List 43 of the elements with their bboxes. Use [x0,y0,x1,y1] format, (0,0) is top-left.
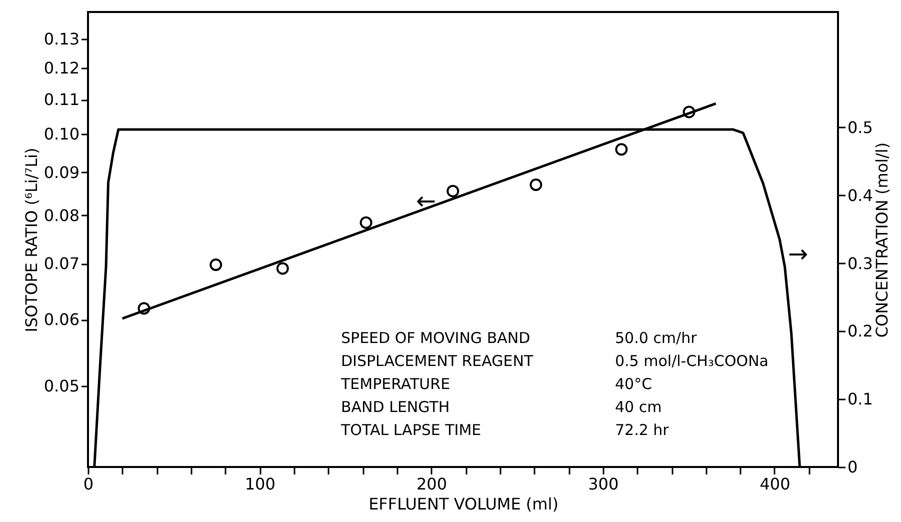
x-tick-label: 200 [416,474,448,494]
y-tick-label: 0.13 [44,29,80,48]
annotation: 72.2 hr [615,421,670,439]
annotation: 50.0 cm/hr [615,329,698,347]
y-tick-label: 0.12 [44,58,80,78]
annotation: 40 cm [615,398,662,416]
point [138,302,150,315]
annotation: DISPLACEMENT REAGENT [341,352,534,370]
annotation: 40°C [615,375,652,393]
x-axis-title: EFFLUENT VOLUME (ml) [368,494,558,514]
annotation: 0.5 mol/l-CH₃COONa [615,352,768,370]
y-tick-label: 0.08 [44,206,80,225]
y2-axis-title: CONCENTRATION (mol/l) [872,142,892,338]
y2-tick-label: 0.1 [848,390,873,409]
y2-tick-label: 0.3 [848,254,873,273]
annotation: TOTAL LAPSE TIME [340,421,482,439]
point [276,262,289,275]
annotation: → [788,240,808,268]
y-tick-label: 0.05 [44,376,80,396]
y-tick-label: 0.10 [44,124,80,144]
y2-tick-label: 0 [848,458,858,476]
y2-tick-label: 0.4 [848,186,873,205]
y-tick-label: 0.09 [44,162,80,182]
x-tick-label: 100 [244,474,276,494]
point [615,143,628,156]
point [682,106,696,118]
point [530,178,542,192]
annotation: ← [416,186,436,215]
y-tick-label: 0.07 [44,254,80,274]
x-tick-label: 300 [588,474,619,494]
y-axis-title: ISOTOPE RATIO (⁶Li/⁷Li) [22,148,41,332]
y2-tick-label: 0.2 [848,322,873,341]
annotation: BAND LENGTH [341,398,450,416]
point [446,184,460,198]
point [210,258,222,272]
y2-tick-label: 0.5 [848,118,873,137]
x-tick-label: 0 [83,474,94,494]
point [360,216,372,229]
x-tick-label: 400 [760,474,790,494]
y-tick-label: 0.06 [44,310,80,330]
y-tick-label: 0.11 [44,90,80,110]
annotation: SPEED OF MOVING BAND [341,329,530,347]
annotation: TEMPERATURE [340,375,450,393]
